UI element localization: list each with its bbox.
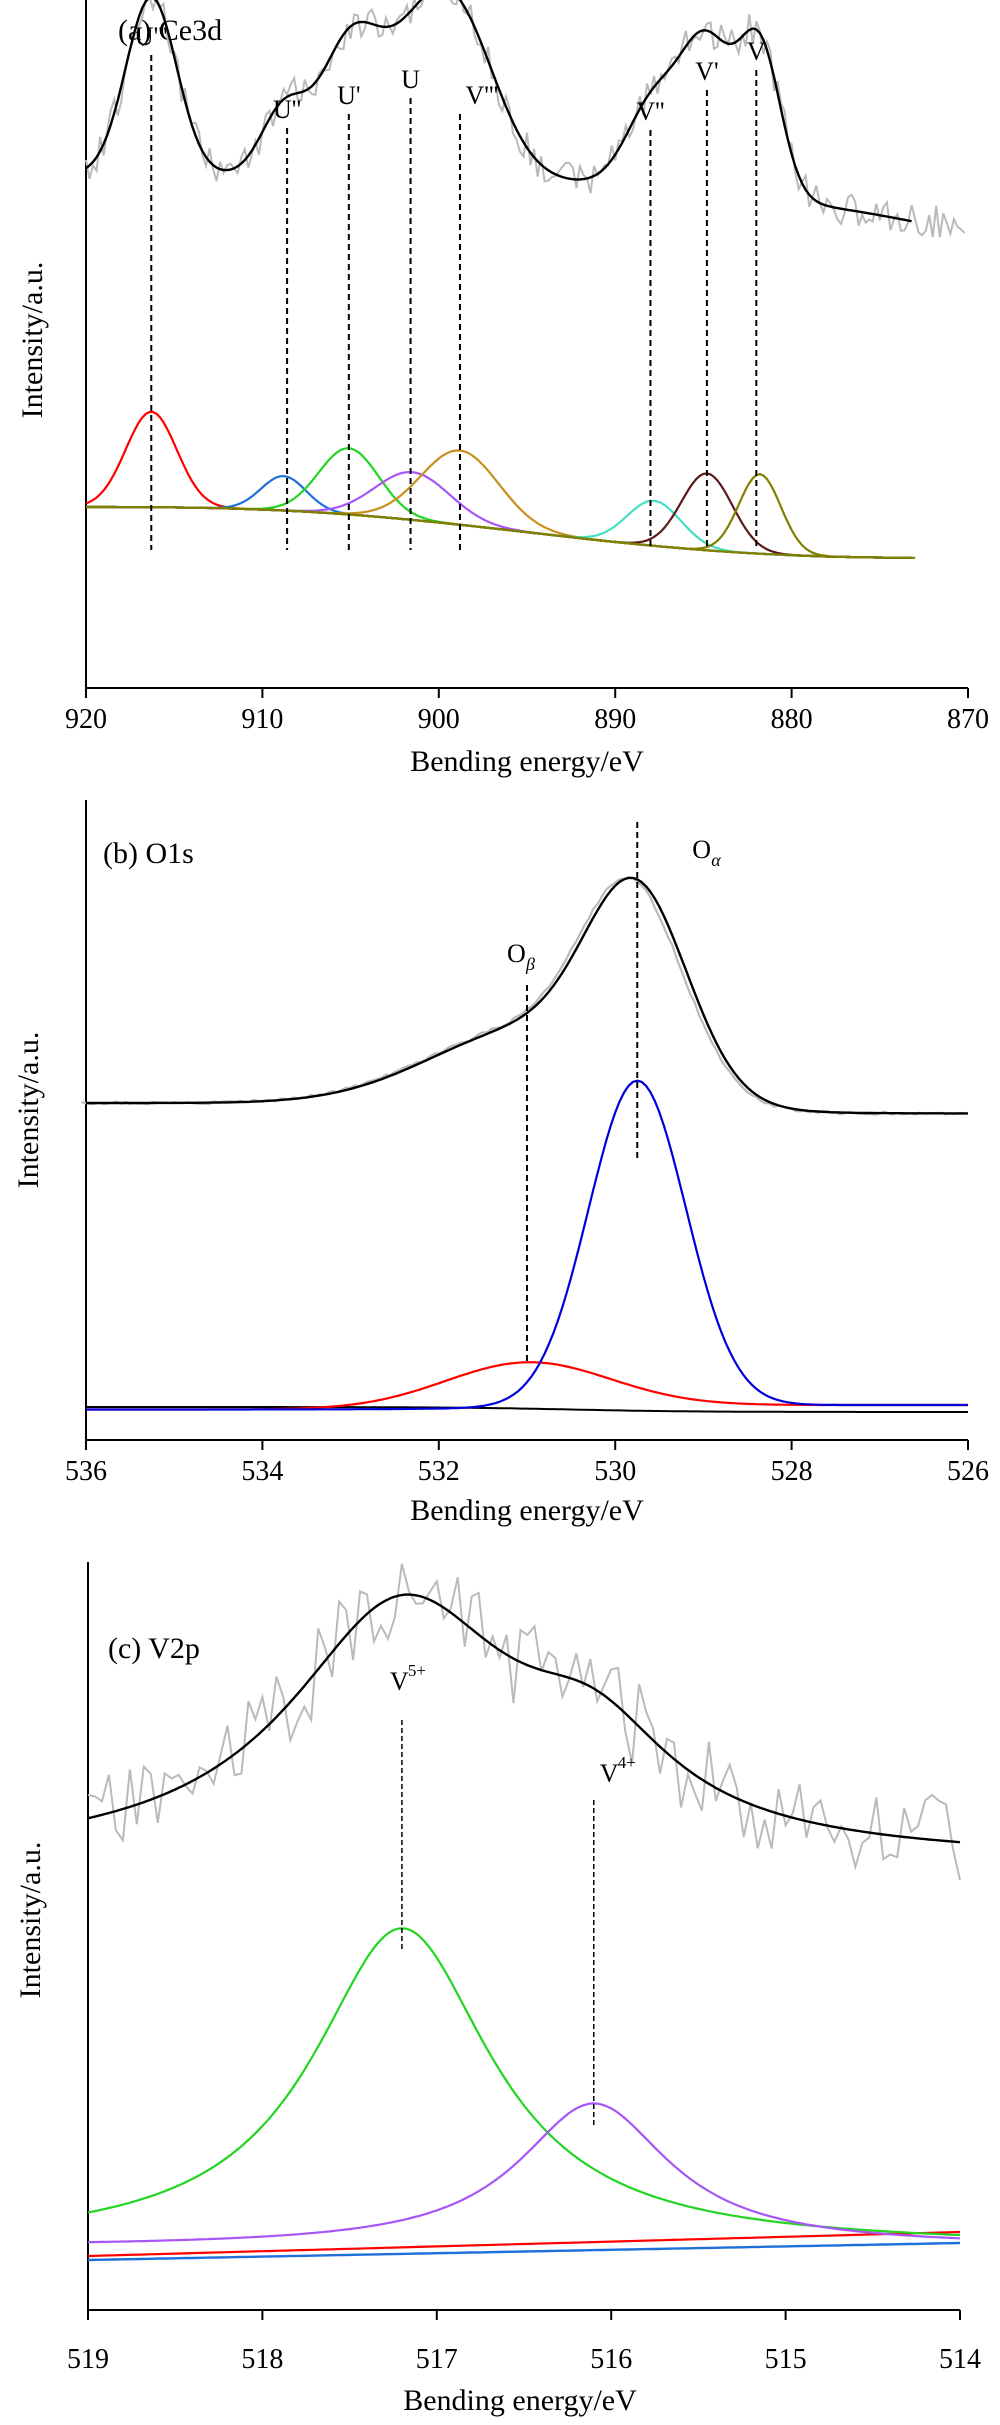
component-peak-curve [86, 449, 912, 559]
panel-v2p: (c) V2p Intensity/a.u. Bending energy/eV… [14, 1562, 981, 2417]
peak-label-v4: V [600, 1759, 619, 1788]
x-tick-label: 900 [418, 704, 460, 735]
y-axis-label: Intensity/a.u. [16, 262, 49, 419]
component-peak-curve [86, 474, 912, 559]
x-tick-label: 530 [594, 1456, 636, 1487]
component-peak-curve [86, 1361, 968, 1411]
component-peak-curve [86, 1079, 968, 1411]
x-tick-label: 890 [594, 704, 636, 735]
x-tick-label: 526 [947, 1456, 989, 1487]
panel-title: (b) O1s [103, 837, 194, 870]
peak-label: V''' [466, 81, 499, 110]
x-tick-label: 920 [65, 704, 107, 735]
component-peak-curve [86, 472, 912, 559]
peak-label-superscript: 4+ [618, 1753, 636, 1772]
background-curve [87, 2241, 961, 2262]
x-tick-label: 514 [939, 2344, 981, 2375]
x-tick-label: 528 [771, 1456, 813, 1487]
component-peak-curve [86, 473, 912, 559]
fit-envelope-curve [85, 0, 912, 223]
x-tick-label: 534 [241, 1456, 283, 1487]
peak-label: U [401, 65, 420, 94]
peak-label-o-beta: O [507, 939, 526, 968]
peak-label-v5: V [390, 1667, 409, 1696]
x-tick-label: 517 [416, 2344, 458, 2375]
peak-label: U' [337, 81, 360, 110]
panel-o1s: (b) O1s Intensity/a.u. Bending energy/eV… [12, 800, 989, 1527]
x-tick-label: 880 [771, 704, 813, 735]
peak-label-subscript: α [711, 850, 721, 870]
x-tick-label: 518 [241, 2344, 283, 2375]
peak-label: V'' [636, 97, 664, 126]
x-axis-label: Bending energy/eV [403, 2384, 637, 2417]
x-tick-label: 515 [765, 2344, 807, 2375]
peak-label-o-alpha: O [692, 835, 711, 864]
x-tick-label: 910 [241, 704, 283, 735]
background-curve [87, 2230, 961, 2258]
x-tick-label: 536 [65, 1456, 107, 1487]
x-tick-label: 516 [590, 2344, 632, 2375]
fit-envelope-curve [87, 1593, 961, 1844]
panel-title: (c) V2p [108, 1632, 200, 1665]
panel-ce3d: (a) Ce3d Intensity/a.u. Bending energy/e… [16, 0, 989, 778]
component-peak-curve [86, 447, 912, 559]
peak-label: V' [695, 57, 718, 86]
x-tick-label: 532 [418, 1456, 460, 1487]
raw-data-curve [87, 1563, 961, 1881]
x-axis-label: Bending energy/eV [410, 745, 644, 778]
background-curve [86, 505, 916, 559]
raw-data-curve [81, 876, 964, 1116]
peak-label-superscript: 5+ [408, 1661, 426, 1680]
y-axis-label: Intensity/a.u. [14, 1842, 47, 1999]
x-tick-label: 870 [947, 704, 989, 735]
y-axis-label: Intensity/a.u. [12, 1032, 45, 1189]
fit-envelope-curve [86, 876, 968, 1115]
component-peak-curve [87, 1927, 961, 2237]
peak-label: V [747, 37, 766, 66]
peak-label: U''' [135, 22, 168, 51]
background-curve [86, 1406, 968, 1413]
x-axis-label: Bending energy/eV [410, 1494, 644, 1527]
peak-label: U'' [273, 95, 301, 124]
component-peak-curve [87, 2102, 961, 2244]
peak-label-subscript: β [525, 954, 535, 974]
x-tick-label: 519 [67, 2344, 109, 2375]
